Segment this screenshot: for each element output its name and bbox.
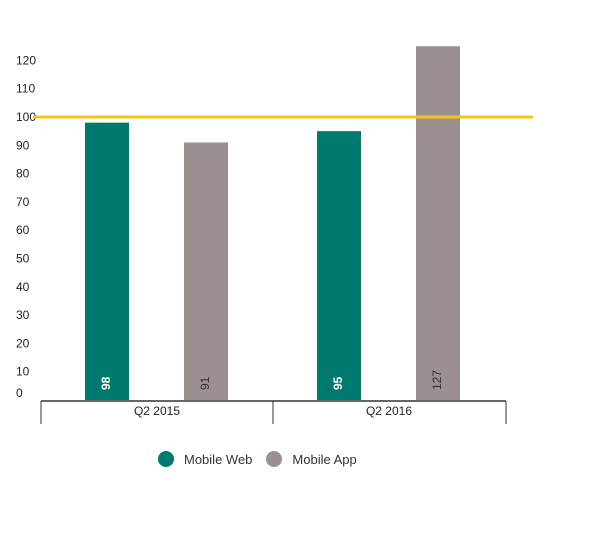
data-label: 98 [99, 376, 113, 390]
y-tick-label: 0 [16, 386, 23, 400]
legend-item-mobile-app: Mobile App [266, 451, 357, 467]
legend-item-mobile-web: Mobile Web [158, 451, 252, 467]
bars-group: 98 91 95 127 [85, 46, 460, 400]
y-tick-label: 110 [16, 82, 35, 96]
bar-mobile-app-1 [416, 46, 460, 400]
y-tick-label: 50 [16, 252, 30, 266]
data-label: 127 [430, 370, 444, 390]
y-tick-label: 20 [16, 336, 30, 350]
y-tick-label: 30 [16, 308, 30, 322]
data-label: 91 [198, 376, 212, 390]
y-tick-label: 60 [16, 223, 30, 237]
bar-mobile-web-0 [85, 122, 129, 400]
bar-mobile-app-0 [184, 142, 228, 400]
bar-mobile-web-1 [317, 131, 361, 400]
legend-label-mobile-web: Mobile Web [184, 451, 253, 467]
y-tick-label: 90 [16, 138, 30, 152]
legend: Mobile Web Mobile App [158, 451, 371, 467]
y-tick-label: 10 [16, 365, 30, 379]
x-tick-label: Q2 2015 [134, 404, 180, 418]
y-tick-label: 100 [16, 110, 36, 124]
x-axis: Q2 2015 Q2 2016 [40, 400, 507, 424]
legend-swatch-mobile-web [158, 451, 174, 467]
x-tick-label: Q2 2016 [366, 404, 412, 418]
y-axis: 0 10 20 30 40 50 60 70 80 90 100 110 120 [16, 53, 36, 400]
y-tick-label: 40 [16, 280, 30, 294]
chart-canvas: 0 10 20 30 40 50 60 70 80 90 100 110 120 98 91 95 127 Q… [16, 46, 533, 424]
legend-label-mobile-app: Mobile App [292, 451, 357, 467]
data-label: 95 [331, 376, 345, 390]
y-tick-label: 70 [16, 195, 30, 209]
legend-swatch-mobile-app [266, 451, 283, 467]
y-tick-label: 120 [16, 53, 36, 67]
y-tick-label: 80 [16, 167, 30, 181]
